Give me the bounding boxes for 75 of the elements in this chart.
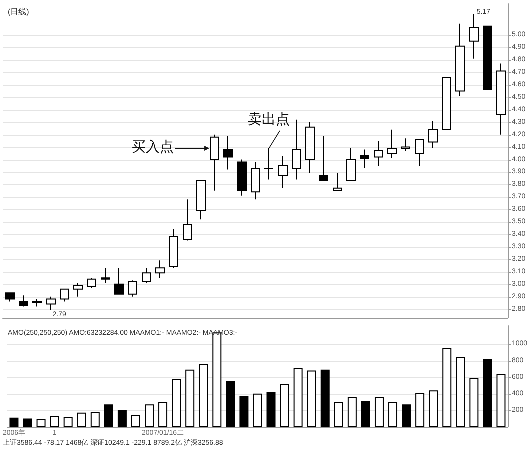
bar [361, 401, 370, 427]
bar [348, 397, 357, 427]
candlestick [455, 23, 465, 97]
bar [483, 359, 492, 427]
bar [158, 402, 168, 427]
bar [186, 370, 195, 427]
bar [496, 374, 506, 427]
candlestick [496, 63, 506, 136]
bar [334, 402, 344, 427]
candlestick [278, 156, 288, 189]
bar [456, 357, 466, 427]
candlestick [128, 280, 137, 298]
candlestick [442, 77, 451, 130]
candlestick [469, 13, 479, 60]
bar [226, 381, 236, 427]
candlestick [87, 278, 96, 289]
candlestick [387, 129, 397, 160]
candlestick [305, 122, 315, 174]
bar [90, 412, 100, 427]
candlestick [374, 140, 383, 166]
candlestick [360, 149, 369, 169]
bar [131, 415, 140, 427]
candlestick [428, 120, 438, 150]
candlestick [401, 138, 410, 152]
bar [64, 417, 73, 427]
bar [429, 390, 438, 427]
candlestick [114, 268, 124, 295]
bar [240, 396, 249, 427]
bar [253, 394, 262, 427]
candlestick [101, 268, 110, 284]
bar [280, 384, 290, 427]
bar [23, 418, 32, 427]
bar [320, 370, 330, 427]
annotation: 买入点 [132, 140, 174, 156]
bar [402, 404, 412, 427]
candlestick [483, 26, 492, 90]
candlestick [415, 139, 424, 166]
candlestick [155, 260, 165, 279]
candlestick [319, 136, 328, 182]
bar [416, 393, 425, 427]
bar [145, 404, 154, 427]
bar [294, 368, 303, 427]
bar [388, 402, 398, 427]
candlestick [73, 282, 83, 298]
bar [374, 397, 384, 427]
bar [307, 370, 316, 427]
candlestick [251, 162, 260, 200]
bar [77, 412, 86, 427]
candlestick [264, 148, 274, 180]
bar [118, 410, 127, 427]
bar [36, 420, 46, 427]
candlestick [183, 199, 192, 242]
bar [442, 348, 452, 427]
candlestick [346, 148, 356, 182]
bar [470, 378, 479, 427]
candlestick [333, 172, 342, 192]
candlestick [32, 298, 42, 308]
bar [266, 392, 276, 427]
bar [199, 364, 208, 427]
candlestick [142, 268, 151, 284]
bar [10, 418, 19, 427]
candlestick [169, 229, 178, 269]
bar [172, 378, 182, 427]
bar [50, 416, 60, 427]
candlestick [5, 292, 15, 302]
candlestick [292, 119, 301, 180]
bar [104, 404, 114, 427]
candlestick [223, 136, 233, 170]
chart-title: (日线) [8, 8, 30, 16]
annotation: 卖出点 [248, 112, 290, 128]
candlestick [196, 180, 206, 220]
candlestick [237, 159, 247, 196]
candlestick [19, 295, 28, 308]
candlestick [60, 288, 69, 302]
candlestick [46, 296, 56, 312]
